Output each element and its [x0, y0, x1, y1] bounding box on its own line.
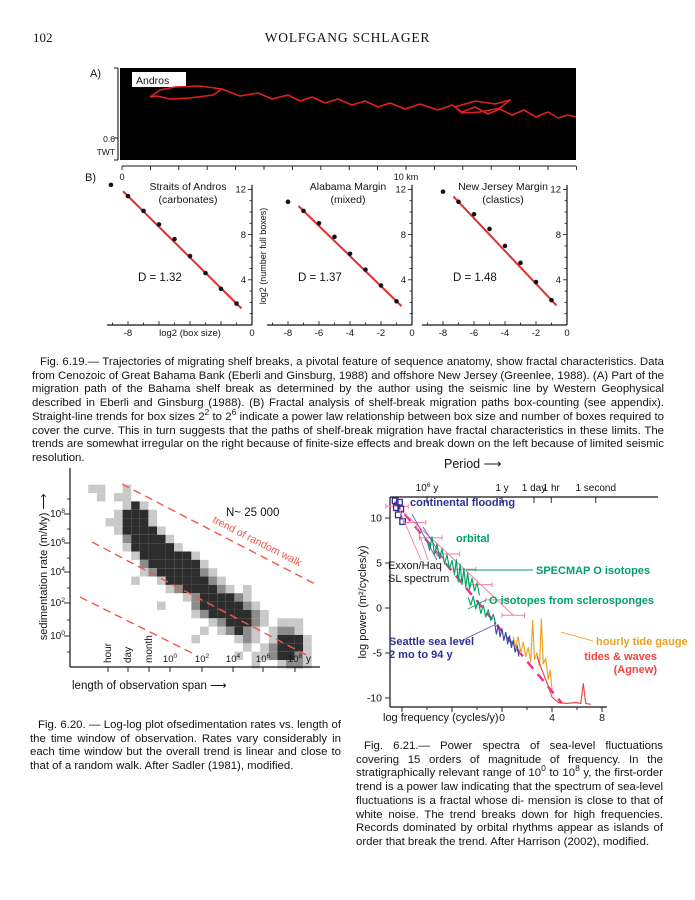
svg-text:N~ 25 000: N~ 25 000	[226, 507, 279, 519]
svg-text:4: 4	[241, 275, 246, 286]
svg-text:0: 0	[119, 172, 124, 182]
svg-text:8: 8	[599, 712, 605, 724]
svg-text:2 mo to 94 y: 2 mo to 94 y	[389, 649, 453, 661]
svg-text:log2 (box size): log2 (box size)	[159, 328, 221, 339]
svg-text:continental flooding: continental flooding	[410, 497, 515, 509]
svg-text:0: 0	[249, 328, 254, 339]
svg-text:8: 8	[401, 230, 406, 241]
svg-text:log frequency (cycles/y): log frequency (cycles/y)	[383, 712, 499, 724]
svg-text:month: month	[144, 635, 155, 663]
svg-text:4: 4	[549, 712, 555, 724]
svg-text:Exxon/Haq: Exxon/Haq	[388, 560, 442, 572]
svg-text:0: 0	[499, 712, 505, 724]
svg-text:12: 12	[395, 185, 406, 196]
svg-text:hourly tide gauge: hourly tide gauge	[596, 636, 688, 648]
svg-text:1 second: 1 second	[575, 483, 616, 494]
svg-text:106: 106	[50, 537, 65, 549]
svg-text:SPECMAP O isotopes: SPECMAP O isotopes	[536, 565, 650, 577]
svg-text:Alabama Margin: Alabama Margin	[310, 181, 387, 193]
svg-text:0: 0	[376, 603, 382, 615]
svg-text:Straits of Andros: Straits of Andros	[149, 181, 226, 193]
svg-text:Andros: Andros	[136, 75, 169, 87]
svg-text:1 day: 1 day	[522, 483, 546, 494]
svg-text:0: 0	[564, 328, 569, 339]
fractal-plot-alabama-margin: -8 -6 -4 -2 0 12 8 4 Alabama Margin(mixed) D = 1.…	[267, 181, 415, 339]
svg-text:-8: -8	[284, 328, 292, 339]
svg-text:sedimentation rate (m/My) ⟶: sedimentation rate (m/My) ⟶	[38, 493, 50, 640]
svg-text:0: 0	[409, 328, 414, 339]
caption-fig-6-19: Fig. 6.19.— Trajectories of migrating sh…	[32, 356, 664, 464]
svg-text:100: 100	[50, 630, 65, 642]
svg-text:-2: -2	[377, 328, 385, 339]
svg-text:TWT: TWT	[97, 147, 115, 157]
svg-text:108: 108	[288, 653, 303, 665]
svg-text:0.6: 0.6	[103, 134, 115, 144]
svg-text:108: 108	[50, 508, 65, 520]
svg-text:-8: -8	[124, 328, 132, 339]
caption-fig-6-21: Fig. 6.21.— Power spectra of sea-level f…	[356, 740, 664, 848]
svg-text:102: 102	[50, 597, 65, 609]
svg-text:1 y: 1 y	[495, 483, 508, 494]
svg-text:-8: -8	[439, 328, 447, 339]
svg-text:8: 8	[556, 230, 561, 241]
svg-text:D = 1.37: D = 1.37	[298, 272, 342, 284]
svg-text:-4: -4	[501, 328, 509, 339]
svg-text:O isotopes from sclerosponges: O isotopes from sclerosponges	[489, 595, 654, 607]
svg-text:104: 104	[50, 566, 65, 578]
seismic-noise-texture	[120, 68, 576, 160]
seismic-section-figure: Andros 0.6 TWT 0 10 km	[97, 67, 577, 182]
svg-text:-2: -2	[532, 328, 540, 339]
svg-text:tides & waves: tides & waves	[584, 651, 657, 663]
svg-text:104: 104	[226, 653, 241, 665]
svg-text:(carbonates): (carbonates)	[159, 194, 218, 206]
svg-text:trend of random walk: trend of random walk	[211, 514, 304, 570]
svg-text:12: 12	[550, 185, 561, 196]
svg-text:100: 100	[163, 653, 178, 665]
svg-text:-5: -5	[373, 648, 382, 660]
svg-text:4: 4	[401, 275, 406, 286]
seismic-overlay: Andros 0.6 TWT 0 10 km	[97, 72, 577, 182]
fractal-plot-straits-of-andros: -8 0 12 8 4 Straits of Andros(carbonates) D = …	[107, 181, 268, 339]
svg-text:log power (m²/cycles/y): log power (m²/cycles/y)	[357, 545, 369, 658]
svg-text:5: 5	[376, 558, 382, 570]
svg-text:10 km: 10 km	[394, 172, 419, 182]
svg-text:y: y	[306, 654, 311, 665]
svg-text:4: 4	[556, 275, 561, 286]
svg-text:D = 1.32: D = 1.32	[138, 272, 182, 284]
svg-text:Period ⟶: Period ⟶	[444, 457, 502, 471]
running-head: WOLFGANG SCHLAGER	[264, 30, 431, 45]
svg-text:102: 102	[195, 653, 210, 665]
svg-text:length of observation span ⟶: length of observation span ⟶	[72, 680, 227, 692]
svg-text:106: 106	[256, 653, 271, 665]
panel-a-label: A)	[90, 68, 101, 80]
svg-text:-6: -6	[470, 328, 478, 339]
svg-text:(clastics): (clastics)	[482, 194, 523, 206]
fractal-plot-new-jersey-margin: -8 -6 -4 -2 0 12 8 4 New Jersey Margin(clastics)…	[422, 181, 570, 339]
svg-text:8: 8	[241, 230, 246, 241]
svg-text:1 hr: 1 hr	[543, 483, 561, 494]
svg-text:New Jersey Margin: New Jersey Margin	[458, 181, 548, 193]
svg-text:-10: -10	[367, 693, 382, 705]
svg-text:12: 12	[235, 185, 246, 196]
svg-text:SL spectrum: SL spectrum	[388, 573, 449, 585]
svg-text:-6: -6	[315, 328, 323, 339]
page-number: 102	[33, 30, 53, 45]
svg-text:D = 1.48: D = 1.48	[453, 272, 497, 284]
svg-text:hour: hour	[103, 642, 114, 663]
svg-text:day: day	[123, 647, 134, 663]
svg-text:log2 (number full boxes): log2 (number full boxes)	[258, 208, 268, 305]
svg-text:Seattle sea level: Seattle sea level	[389, 636, 474, 648]
panel-b-label: B)	[85, 172, 96, 184]
svg-text:10: 10	[370, 513, 382, 525]
svg-text:(mixed): (mixed)	[330, 194, 365, 206]
svg-text:106 y: 106 y	[416, 482, 439, 494]
svg-text:-4: -4	[346, 328, 354, 339]
caption-fig-6-20: Fig. 6.20. — Log-log plot ofsedimentatio…	[30, 719, 341, 773]
svg-text:(Agnew): (Agnew)	[614, 664, 658, 676]
svg-text:orbital: orbital	[456, 533, 490, 545]
